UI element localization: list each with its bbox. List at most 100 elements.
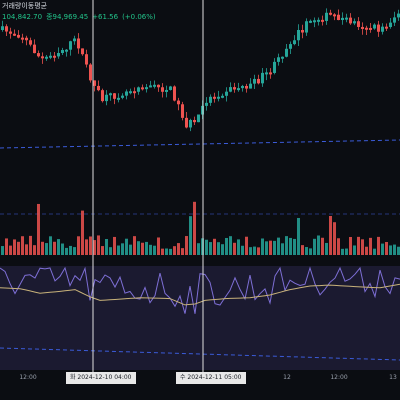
volume-bar xyxy=(1,246,4,255)
rsi-trend-line xyxy=(0,347,400,361)
ohlc-change-pct: (+0.06%) xyxy=(122,13,156,21)
candle-body xyxy=(21,37,24,40)
volume-bar xyxy=(65,247,68,255)
volume-bar xyxy=(361,239,364,255)
volume-bar xyxy=(261,238,264,255)
candle-body xyxy=(389,22,392,28)
volume-bar xyxy=(161,248,164,255)
volume-bar xyxy=(273,240,276,255)
volume-bar xyxy=(345,248,348,255)
volume-bar xyxy=(237,239,240,255)
candle-body xyxy=(153,84,156,87)
volume-bar xyxy=(109,247,112,255)
volume-bar xyxy=(73,247,76,255)
volume-bar xyxy=(169,248,172,255)
candle-body xyxy=(45,56,48,59)
candle-body xyxy=(281,56,284,59)
volume-bar xyxy=(297,217,300,255)
volume-bar xyxy=(141,242,144,255)
ohlc-value-2: 종94,969.45 xyxy=(46,13,89,21)
candle-body xyxy=(157,84,160,88)
volume-bar xyxy=(205,239,208,255)
candle-body xyxy=(101,90,104,102)
volume-bar xyxy=(153,245,156,255)
volume-bar xyxy=(365,246,368,255)
candle-body xyxy=(329,12,332,15)
candle-body xyxy=(229,87,232,92)
candle-body xyxy=(285,48,288,57)
time-axis[interactable]: 12:00 화 2024-12-10 04:00 수 2024-12-11 05… xyxy=(0,372,400,384)
volume-bar xyxy=(377,236,380,255)
volume-bar xyxy=(257,247,260,255)
volume-bar xyxy=(321,237,324,255)
volume-bar xyxy=(397,246,400,255)
candle-body xyxy=(97,85,100,91)
candle-body xyxy=(297,30,300,41)
candle-body xyxy=(189,119,192,128)
volume-bar xyxy=(341,248,344,255)
candle-body xyxy=(265,72,268,75)
volume-bar xyxy=(389,245,392,255)
candle-body xyxy=(165,89,168,92)
volume-bar xyxy=(25,244,28,255)
volume-bar xyxy=(241,245,244,255)
volume-bar xyxy=(253,246,256,255)
volume-bar xyxy=(193,201,196,255)
volume-bar xyxy=(217,242,220,255)
volume-bar xyxy=(181,248,184,255)
volume-bar xyxy=(117,245,120,255)
candle-body xyxy=(173,86,176,101)
chart-canvas[interactable] xyxy=(0,0,400,372)
volume-bar xyxy=(313,238,316,255)
candle-body xyxy=(257,78,260,84)
candle-body xyxy=(177,100,180,105)
candle-body xyxy=(293,40,296,45)
candle-body xyxy=(77,38,80,49)
candle-body xyxy=(9,31,12,34)
volume-bar xyxy=(37,203,40,255)
candle-body xyxy=(385,26,388,29)
volume-bar xyxy=(277,237,280,255)
candle-body xyxy=(105,94,108,102)
volume-bar xyxy=(385,242,388,255)
candle-body xyxy=(305,21,308,33)
candle-body xyxy=(117,97,120,100)
candle-body xyxy=(85,54,88,65)
candle-body xyxy=(129,91,132,94)
candle-body xyxy=(345,17,348,20)
volume-bar xyxy=(69,245,72,255)
volume-bar xyxy=(373,248,376,255)
volume-bar xyxy=(301,245,304,255)
volume-bar xyxy=(329,215,332,255)
volume-bar xyxy=(325,242,328,255)
rsi-band xyxy=(0,266,400,370)
candle-body xyxy=(185,117,188,128)
candle-body xyxy=(361,26,364,29)
volume-bar xyxy=(369,237,372,255)
volume-bar xyxy=(9,245,12,255)
volume-bar xyxy=(17,241,20,255)
candle-body xyxy=(41,56,44,59)
volume-bar xyxy=(173,246,176,255)
crosshair-time-label-1: 화 2024-12-10 04:00 xyxy=(66,372,136,384)
candle-body xyxy=(65,49,68,52)
candle-body xyxy=(377,24,380,32)
rsi-line xyxy=(0,266,400,314)
candle-body xyxy=(369,27,372,30)
candle-body xyxy=(273,61,276,73)
candle-body xyxy=(193,119,196,123)
candle-body xyxy=(253,78,256,84)
candle-body xyxy=(61,50,64,54)
candle-body xyxy=(25,37,28,41)
candle-body xyxy=(393,17,396,23)
rsi-ma-line xyxy=(0,283,400,306)
candle-body xyxy=(205,102,208,106)
candle-body xyxy=(209,96,212,103)
candle-body xyxy=(181,104,184,118)
candle-body xyxy=(321,19,324,22)
volume-bar xyxy=(185,236,188,255)
volume-bar xyxy=(177,243,180,255)
candle-body xyxy=(141,87,144,90)
volume-bar xyxy=(245,236,248,255)
